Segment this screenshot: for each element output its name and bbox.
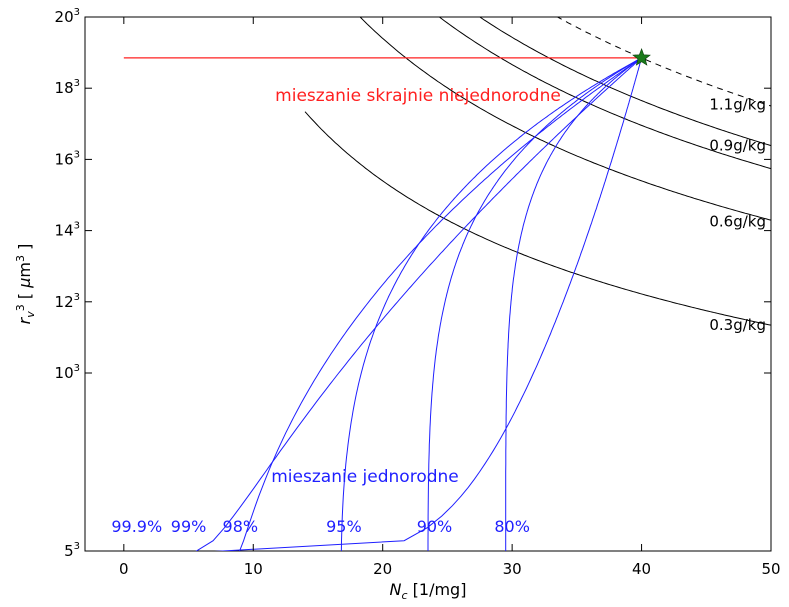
y-tick-label: 103 (55, 363, 80, 382)
y-axis-label: rv3 [ μm3 ] (14, 244, 37, 325)
lwc-curve (359, 17, 771, 221)
y-tick-label: 123 (55, 292, 80, 311)
mixing-curve (340, 57, 642, 551)
lwc-curve-label: 0.9g/kg (709, 137, 766, 155)
plot-frame (84, 16, 772, 552)
mixing-curve (505, 57, 642, 551)
lwc-curve (438, 17, 771, 170)
y-tick-label: 203 (55, 7, 80, 26)
mixing-curve (214, 57, 643, 551)
extreme-mixing-label: mieszanie skrajnie niejednorodne (275, 86, 561, 106)
x-tick-label: 30 (503, 560, 522, 578)
mixing-curve (195, 57, 642, 551)
y-tick-label: 183 (55, 78, 80, 97)
star-marker (632, 48, 651, 66)
mixing-curve (427, 57, 642, 551)
mixing-curve (239, 57, 642, 551)
y-tick-label: 53 (64, 541, 80, 560)
mixing-percent-label: 98% (223, 517, 259, 536)
plot-area (123, 17, 771, 551)
lwc-curve-label: 1.1g/kg (709, 95, 766, 113)
x-axis-label: Nc [1/mg] (390, 580, 467, 602)
mixing-percent-label: 95% (326, 517, 362, 536)
homogeneous-mixing-label: mieszanie jednorodne (271, 467, 459, 487)
lwc-curve-label: 0.3g/kg (709, 316, 766, 334)
lwc-curve (478, 17, 771, 147)
y-tick-label: 163 (55, 149, 80, 168)
x-tick-label: 40 (632, 560, 651, 578)
x-tick-label: 10 (244, 560, 263, 578)
mixing-percent-label: 90% (417, 517, 453, 536)
mixing-percent-label: 99% (171, 517, 207, 536)
annotations: mieszanie skrajnie niejednorodne mieszani… (111, 48, 766, 536)
axis-ticks: 0 10 20 30 40 50 53 103 123 143 163 183 203 (55, 7, 781, 578)
lwc-curve (304, 111, 771, 326)
x-tick-label: 0 (119, 560, 129, 578)
x-tick-label: 50 (761, 560, 780, 578)
mixing-percent-label: 80% (494, 517, 530, 536)
x-tick-label: 20 (373, 560, 392, 578)
mixing-percent-label: 99.9% (111, 517, 162, 536)
lwc-curve-label: 0.6g/kg (709, 212, 766, 230)
y-tick-label: 143 (55, 221, 80, 240)
